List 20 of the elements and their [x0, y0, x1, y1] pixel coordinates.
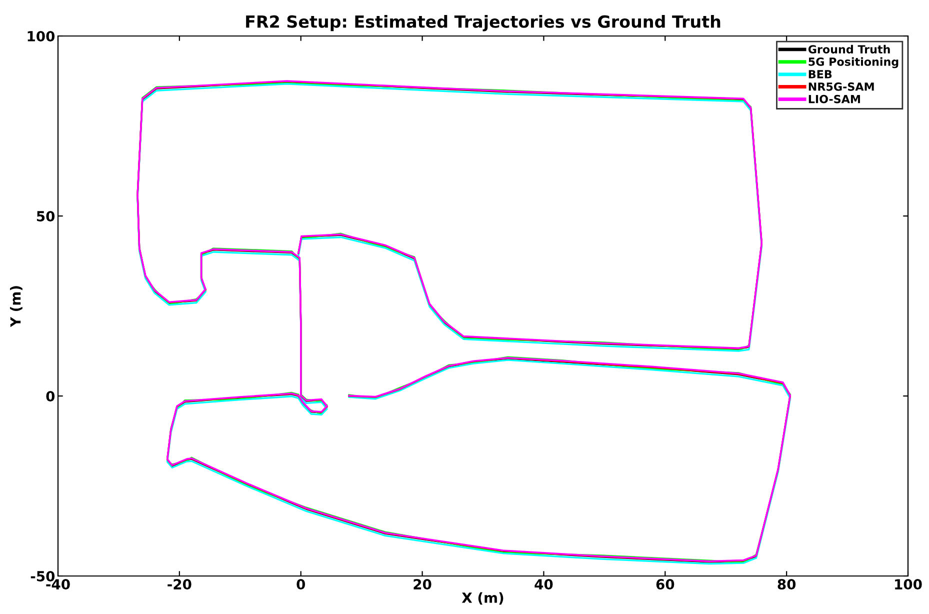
chart-title: FR2 Setup: Estimated Trajectories vs Ground Truth — [246, 15, 720, 32]
legend-label: NR5G-SAM — [808, 82, 874, 91]
y-tick-label: 50 — [36, 210, 55, 222]
legend-label: Ground Truth — [808, 44, 890, 54]
x-tick-label: -40 — [46, 579, 70, 590]
x-tick-label: -20 — [168, 579, 192, 590]
x-tick-label: 60 — [656, 579, 674, 590]
x-tick-label: 100 — [895, 579, 922, 590]
x-tick-label: 80 — [778, 579, 796, 590]
y-tick-label: 0 — [46, 390, 55, 402]
legend-label: LIO-SAM — [808, 94, 860, 104]
y-axis-title: Y (m) — [10, 286, 22, 328]
x-tick-label: 20 — [414, 579, 432, 590]
x-tick-label: 40 — [534, 579, 553, 590]
legend-label: 5G Positioning — [808, 57, 898, 68]
legend-label: BEB — [808, 70, 832, 78]
x-tick-label: 0 — [296, 579, 306, 590]
y-tick-label: -50 — [30, 570, 55, 582]
y-tick-label: 100 — [28, 30, 55, 42]
x-axis-title: X (m) — [462, 592, 504, 605]
